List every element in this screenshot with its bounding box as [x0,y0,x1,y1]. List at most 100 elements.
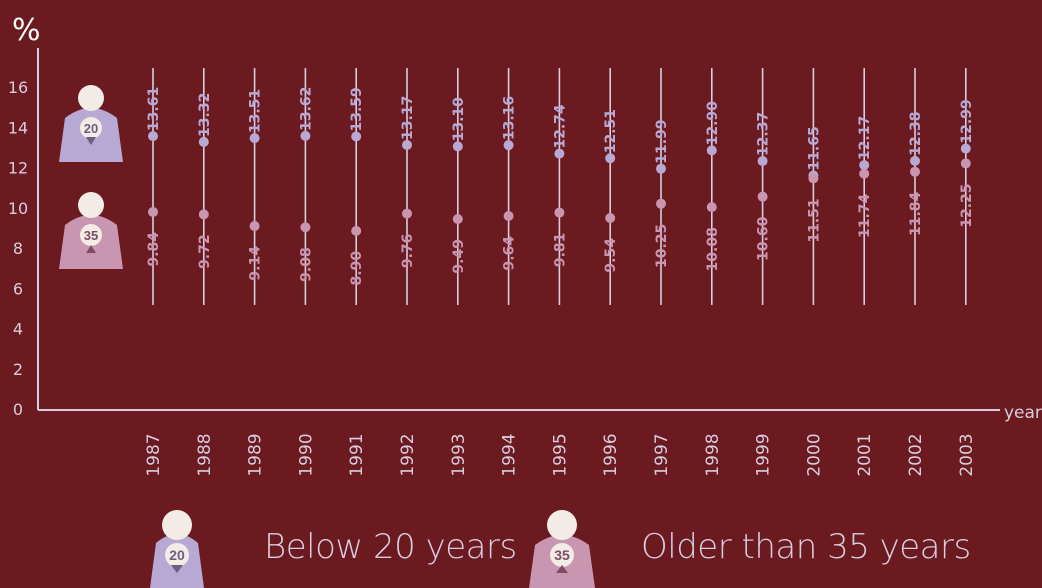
side-older-35-person-icon: 35 [59,192,123,269]
below-20-data-label: 11.99 [654,119,670,163]
y-tick-label: 8 [13,239,23,258]
below-20-data-label: 13.16 [502,96,518,140]
y-tick-label: 4 [13,320,23,339]
side-below-20-person-icon: 20 [59,85,123,162]
x-tick-label: 1994 [500,433,520,476]
older-35-point [960,158,971,169]
below-20-data-label: 13.17 [400,96,416,140]
older-35-data-label: 10.08 [705,227,721,271]
older-35-point [605,213,616,224]
x-tick-label: 1991 [347,433,367,476]
older-35-point [351,225,362,236]
older-35-data-label: 9.08 [298,247,314,282]
x-tick-label: 1993 [449,433,469,476]
older-35-point [300,222,311,233]
older-35-point [249,221,260,232]
older-35-data-label: 9.54 [603,238,619,273]
legend-below-20-label: Below 20 years [264,526,517,567]
legend-below-20: 20 Below 20 years [140,505,517,588]
older-35-point [503,210,514,221]
y-tick-label: 14 [8,118,28,137]
x-tick-label: 2002 [906,433,926,476]
y-tick-label: 6 [13,279,23,298]
legend-older-35-label: Older than 35 years [641,526,971,567]
x-axis: year 1987 1988 1989 1990 1991 1992 1993 1994 1995… [38,403,1042,477]
below-20-person-icon: 20 [150,510,204,588]
older-35-point [402,208,412,219]
y-tick-label: 12 [8,159,28,178]
older-35-point [757,191,768,202]
older-35-point [859,168,870,179]
x-tick-label: 1998 [703,433,723,476]
older-35-data-label: 12.25 [959,183,975,227]
person-head [78,85,104,111]
older-35-point [148,206,158,217]
y-tick-label: 0 [13,400,23,419]
drop-lines [152,68,967,305]
older-35-data-label: 9.49 [451,239,467,274]
below-20-point [503,140,514,151]
x-axis-title: year [1004,403,1042,423]
older-35-point [808,173,819,184]
below-20-point [402,139,412,150]
below-20-point [910,155,920,166]
older-35-data-label: 9.81 [552,233,568,268]
below-20-point [706,145,717,156]
below-20-data-label: 13.59 [349,87,365,131]
older-35-point [706,202,717,213]
below-20-data-label: 13.62 [298,87,314,131]
below-20-data-label: 12.74 [552,104,568,149]
below-20-data-label: 13.51 [248,89,264,133]
below-20-point [249,133,260,144]
y-tick-label: 2 [13,360,23,379]
below-20-point [605,153,616,164]
older-35-data-label: 10.25 [654,224,670,268]
older-35-point [656,198,666,209]
down-arrow-icon [86,137,96,145]
below-20-data-label: 12.17 [857,116,873,160]
person-badge-label: 20 [84,121,98,136]
below-20-point [300,130,311,141]
x-tick-label: 1999 [754,433,774,476]
x-tick-label: 1996 [601,433,621,476]
below-20-data-label: 11.65 [806,126,822,170]
older-35-point [198,209,209,220]
y-axis-title: % [12,13,41,48]
below-20-data-label: 13.61 [146,87,162,131]
older-35-data-label: 9.64 [502,236,518,271]
x-tick-label: 2000 [804,433,824,476]
below-20-point [656,163,666,174]
y-tick-label: 16 [8,78,28,97]
x-tick-label: 1988 [195,433,215,476]
y-axis: % 0 2 4 6 8 10 12 14 16 [8,13,41,419]
x-tick-label: 1989 [246,433,266,476]
below-20-point [198,136,209,147]
older-35-person-icon: 35 [529,510,595,588]
below-20-data-label: 13.32 [197,93,213,137]
below-20-data-label: 12.99 [959,99,975,143]
below-20-data-label: 13.10 [451,97,467,142]
below-20-data-label: 12.37 [756,112,772,156]
below-20-data-label: 12.38 [908,112,924,156]
y-tick-label: 10 [8,199,28,218]
x-tick-label: 1997 [652,433,672,476]
person-badge-label: 35 [84,228,98,243]
x-tick-label: 2003 [957,433,977,476]
legend-older-35-icon-label: 35 [554,547,570,563]
markers: 13.61 13.32 13.51 13.62 13.59 13.17 13.10 13.16… [146,87,975,286]
x-tick-label: 1995 [550,433,570,476]
person-badge [80,117,102,139]
below-20-point [554,148,565,159]
below-20-point [757,156,768,167]
x-tick-label: 1987 [144,433,164,476]
older-35-data-label: 9.14 [248,246,264,281]
older-35-point [554,207,565,218]
legend-below-20-icon-label: 20 [169,547,185,563]
below-20-data-label: 12.51 [603,109,619,153]
x-tick-label: 1990 [296,433,316,476]
x-tick-label: 1992 [398,433,418,476]
legend-older-35: 35 Older than 35 years [525,505,971,588]
older-35-data-label: 9.76 [400,234,416,269]
older-35-data-label: 11.74 [857,193,873,238]
